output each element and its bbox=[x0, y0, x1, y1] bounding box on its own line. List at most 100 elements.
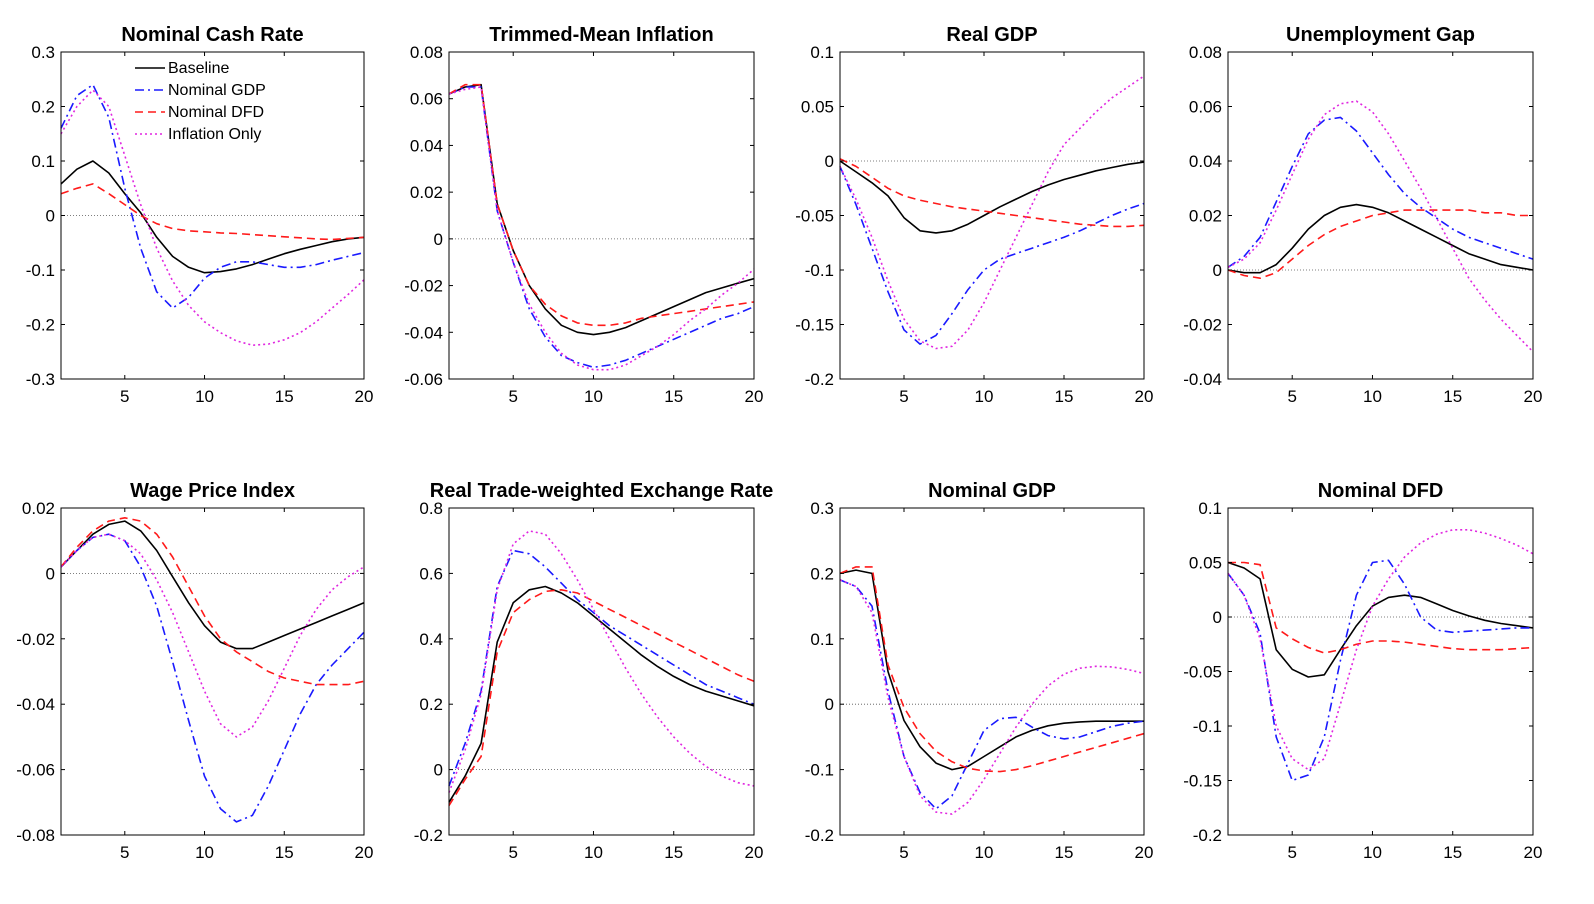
plot-frame bbox=[448, 507, 755, 836]
x-tick-label: 20 bbox=[1135, 387, 1154, 406]
y-tick-label: 0.1 bbox=[810, 43, 834, 62]
x-tick-label: 15 bbox=[1443, 843, 1462, 862]
y-tick-label: 0.02 bbox=[410, 183, 443, 202]
x-tick-label: 5 bbox=[899, 843, 908, 862]
y-tick-label: -0.05 bbox=[795, 207, 834, 226]
series-line-nominal-dfd bbox=[839, 566, 1145, 773]
series-line-baseline bbox=[839, 569, 1144, 771]
series-line-nominal-dfd bbox=[60, 516, 365, 686]
x-tick-label: 10 bbox=[195, 843, 214, 862]
series-line-nominal-gdp bbox=[60, 83, 365, 309]
x-tick-label: 5 bbox=[120, 843, 129, 862]
series-line-nominal-dfd bbox=[448, 83, 755, 327]
series-line-inflation-only bbox=[839, 75, 1145, 350]
plot-frame bbox=[448, 51, 755, 380]
y-tick-label: 0.8 bbox=[419, 499, 443, 518]
x-tick-label: 10 bbox=[584, 387, 603, 406]
series-line-nominal-gdp bbox=[448, 549, 755, 787]
y-tick-label: 0.05 bbox=[801, 98, 834, 117]
y-tick-label: 0.2 bbox=[810, 564, 834, 583]
x-tick-label: 15 bbox=[1055, 843, 1074, 862]
panel-8: Nominal DFD 0.1 0.05 0 -0.05 -0.1 -0.15 -0.2 5 10… bbox=[1183, 480, 1542, 862]
x-tick-label: 20 bbox=[1524, 843, 1543, 862]
y-tick-label: -0.04 bbox=[404, 323, 443, 342]
y-tick-label: 0.3 bbox=[810, 499, 834, 518]
y-tick-label: -0.02 bbox=[1183, 316, 1222, 335]
series-line-baseline bbox=[60, 520, 365, 650]
series-line-baseline bbox=[1227, 203, 1534, 274]
y-tick-label: -0.2 bbox=[805, 826, 834, 845]
y-tick-label: 0.02 bbox=[22, 499, 55, 518]
y-tick-label: -0.15 bbox=[795, 316, 834, 335]
y-tick-label: -0.1 bbox=[805, 261, 834, 280]
series-line-nominal-dfd bbox=[839, 158, 1145, 228]
legend-label: Inflation Only bbox=[168, 126, 261, 143]
y-tick-label: 0.04 bbox=[1189, 152, 1222, 171]
y-tick-label: 0.1 bbox=[31, 152, 55, 171]
panel-1: Nominal Cash Rate 0.3 0.2 0.1 0 -0.1 -0.2 -0.3 5… bbox=[26, 24, 374, 406]
y-tick-label: 0.08 bbox=[410, 43, 443, 62]
x-tick-label: 5 bbox=[1287, 387, 1296, 406]
panel-title: Unemployment Gap bbox=[1286, 24, 1475, 46]
series-line-inflation-only bbox=[448, 86, 755, 371]
series-line-nominal-dfd bbox=[1228, 561, 1534, 654]
x-tick-label: 10 bbox=[975, 843, 994, 862]
x-tick-label: 5 bbox=[120, 387, 129, 406]
plot-frame bbox=[60, 507, 365, 836]
panel-3: Real GDP 0.1 0.05 0 -0.05 -0.1 -0.15 -0.2 5 10 15 2… bbox=[795, 24, 1153, 406]
y-tick-label: -0.2 bbox=[414, 826, 443, 845]
y-tick-label: 0.4 bbox=[419, 630, 443, 649]
y-tick-label: 0 bbox=[1213, 608, 1222, 627]
series-line-baseline bbox=[839, 160, 1145, 234]
series-line-nominal-gdp bbox=[839, 166, 1145, 345]
x-tick-label: 10 bbox=[1363, 843, 1382, 862]
series-line-nominal-gdp bbox=[448, 86, 755, 369]
y-tick-label: 0.6 bbox=[419, 564, 443, 583]
y-tick-label: -0.05 bbox=[1183, 663, 1222, 682]
series-line-inflation-only bbox=[60, 533, 365, 738]
legend-label: Baseline bbox=[168, 60, 229, 77]
legend-label: Nominal DFD bbox=[168, 104, 264, 121]
series-line-inflation-only bbox=[60, 89, 365, 347]
x-tick-label: 10 bbox=[975, 387, 994, 406]
panel-2: Trimmed-Mean Inflation 0.08 0.06 0.04 0.02 0 -… bbox=[404, 24, 763, 406]
series-line-nominal-gdp bbox=[839, 579, 1145, 810]
series-line-baseline bbox=[1227, 561, 1534, 678]
series-line-nominal-dfd bbox=[1227, 209, 1533, 280]
legend: Baseline Nominal GDP Nominal DFD Inflation … bbox=[135, 60, 266, 143]
x-tick-label: 10 bbox=[1363, 387, 1382, 406]
y-tick-label: 0.06 bbox=[410, 90, 443, 109]
y-tick-label: -0.15 bbox=[1183, 772, 1222, 791]
y-tick-label: 0.3 bbox=[31, 43, 55, 62]
x-tick-label: 20 bbox=[1135, 843, 1154, 862]
y-tick-label: 0 bbox=[1213, 261, 1222, 280]
y-tick-label: 0.08 bbox=[1189, 43, 1222, 62]
panel-title: Nominal DFD bbox=[1318, 480, 1444, 502]
panel-title: Nominal Cash Rate bbox=[121, 24, 303, 46]
series-line-inflation-only bbox=[839, 579, 1145, 815]
y-tick-label: -0.08 bbox=[16, 826, 55, 845]
y-tick-label: 0.06 bbox=[1189, 98, 1222, 117]
legend-label: Nominal GDP bbox=[168, 82, 266, 99]
x-tick-label: 15 bbox=[275, 843, 294, 862]
y-tick-label: 0.04 bbox=[410, 136, 443, 155]
y-tick-label: -0.04 bbox=[16, 695, 55, 714]
x-tick-label: 20 bbox=[355, 843, 374, 862]
series-line-inflation-only bbox=[448, 530, 755, 793]
plot-frame bbox=[1227, 507, 1534, 836]
y-tick-label: -0.02 bbox=[16, 630, 55, 649]
panel-title: Real Trade-weighted Exchange Rate bbox=[430, 480, 773, 502]
panel-title: Real GDP bbox=[946, 24, 1037, 46]
x-tick-label: 20 bbox=[745, 387, 764, 406]
y-tick-label: -0.1 bbox=[805, 761, 834, 780]
series-line-nominal-gdp bbox=[1227, 116, 1534, 268]
x-tick-label: 20 bbox=[1524, 387, 1543, 406]
x-tick-label: 20 bbox=[355, 387, 374, 406]
x-tick-label: 15 bbox=[664, 843, 683, 862]
y-tick-label: -0.02 bbox=[404, 277, 443, 296]
panel-7: Nominal GDP 0.3 0.2 0.1 0 -0.1 -0.2 5 10 15 20 bbox=[805, 480, 1154, 862]
panel-title: Nominal GDP bbox=[928, 480, 1056, 502]
series-line-baseline bbox=[448, 83, 755, 336]
